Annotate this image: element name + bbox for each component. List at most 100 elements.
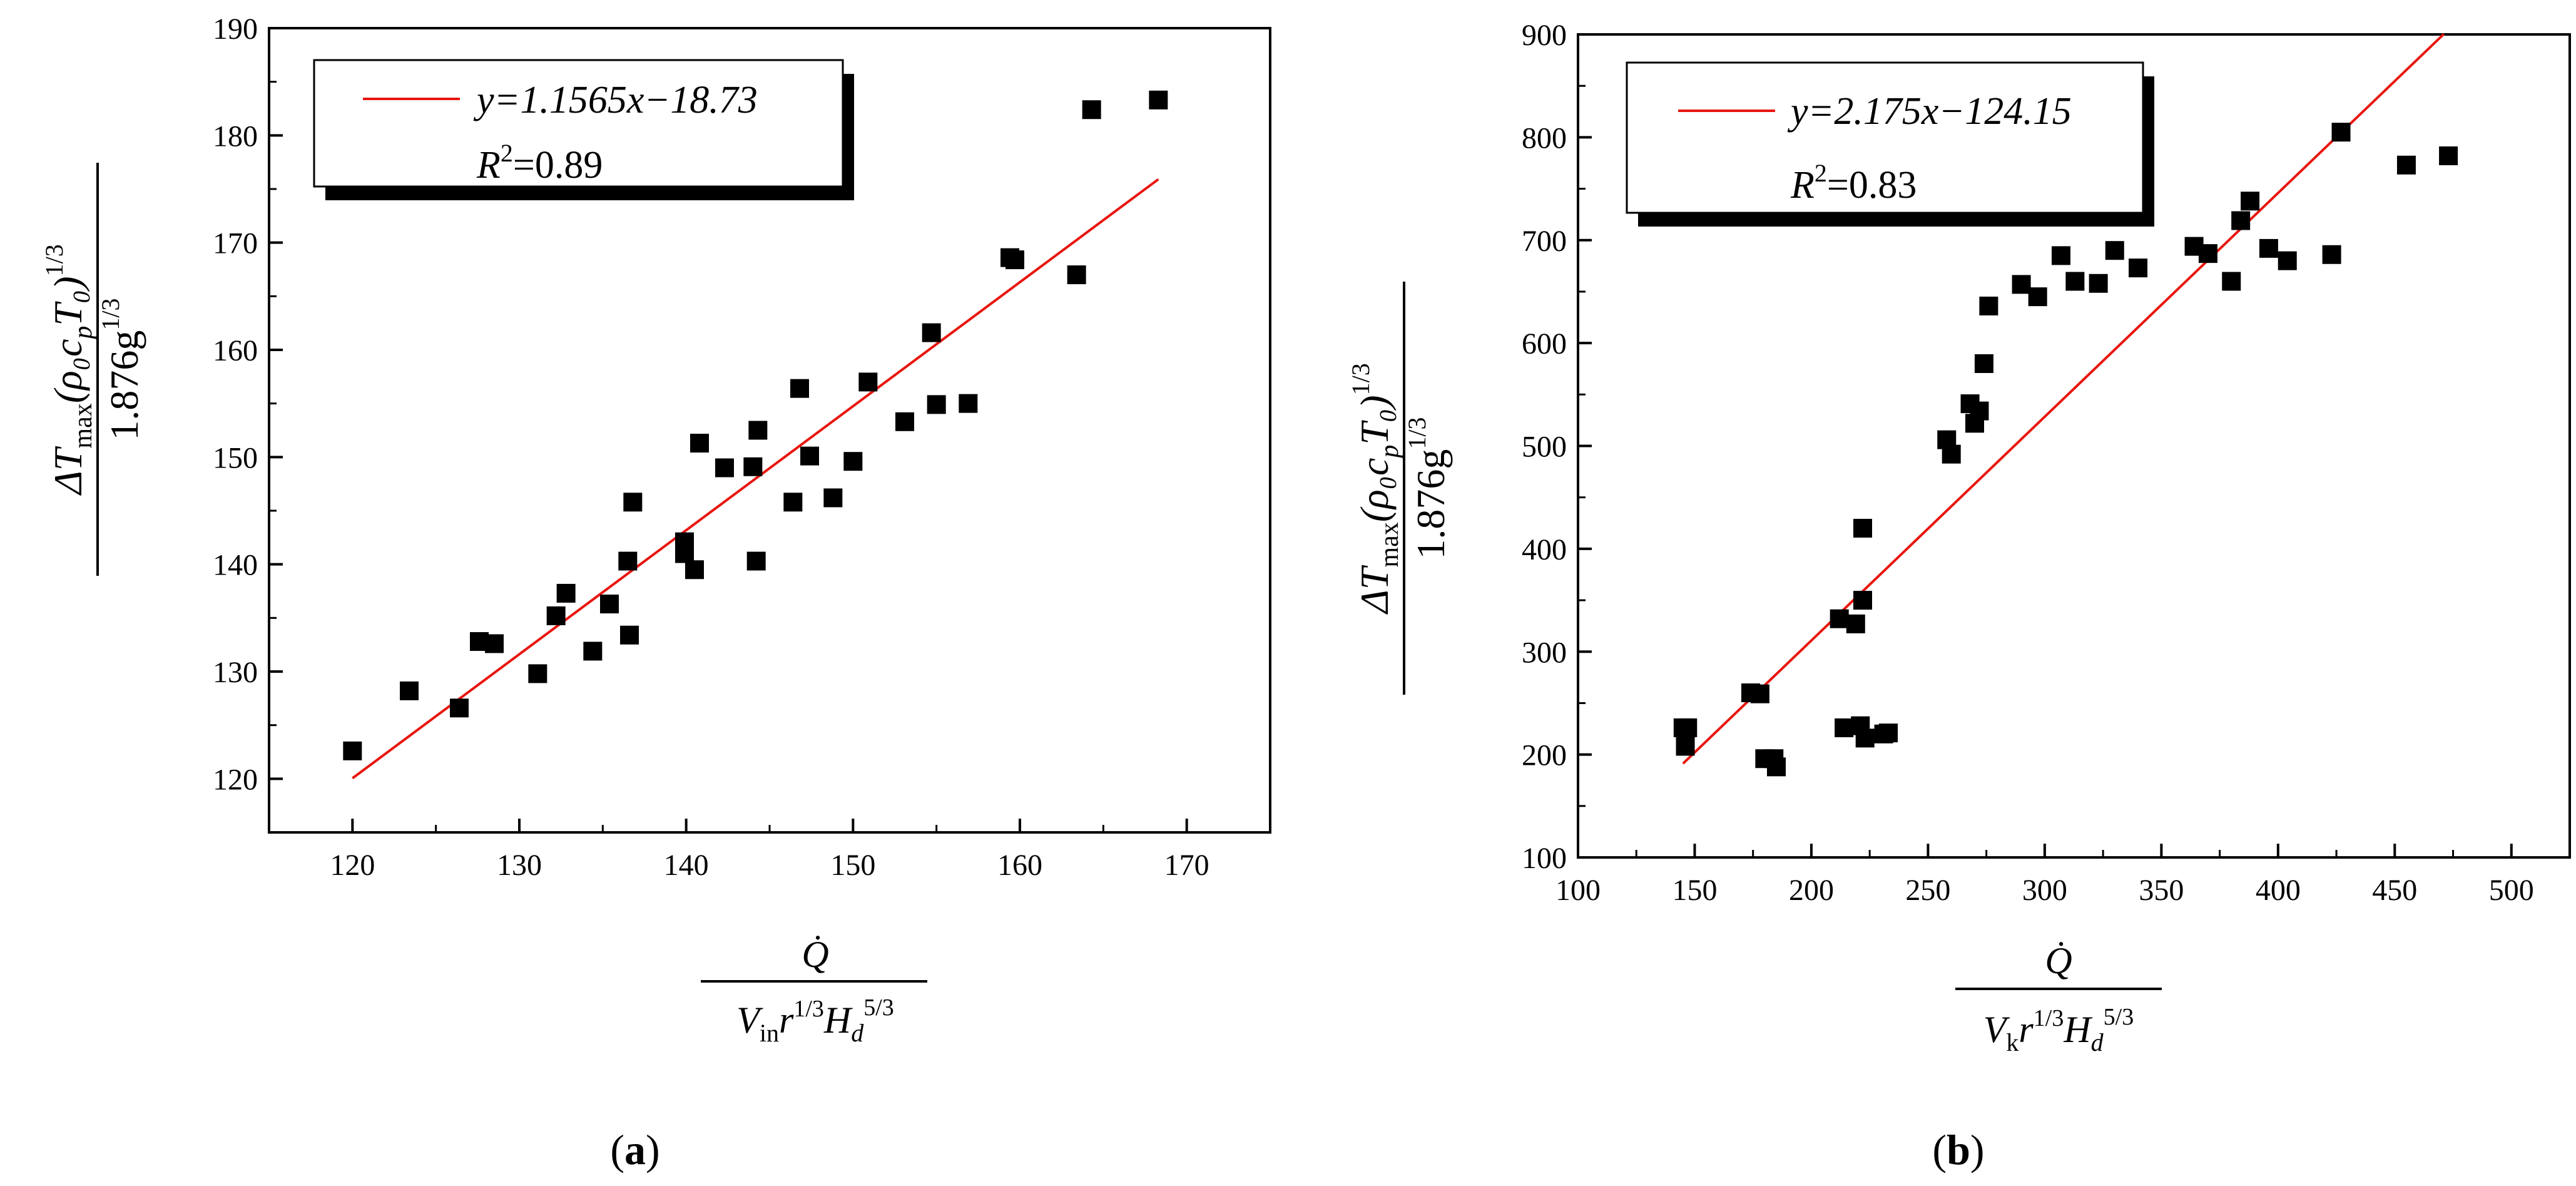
data-point xyxy=(2231,211,2251,230)
y-tick-label: 300 xyxy=(1522,636,1567,669)
data-point xyxy=(2089,273,2108,293)
data-point xyxy=(546,606,566,625)
y-tick-label: 170 xyxy=(213,227,258,260)
y-tick-label: 160 xyxy=(213,334,258,367)
data-point xyxy=(1855,728,1875,748)
y-tick-label: 180 xyxy=(213,120,258,153)
y-tick-label: 190 xyxy=(213,13,258,46)
data-point xyxy=(2396,155,2416,175)
x-label-numerator-a: Q̇ xyxy=(802,934,828,975)
data-point xyxy=(685,560,704,580)
y-label-numerator-b: ΔTmax(ρ₀cpT₀)1/3 xyxy=(1347,363,1404,615)
x-label-denominator-b: Vkr1/3Hd5/3 xyxy=(1983,1004,2134,1056)
data-point xyxy=(2051,246,2070,265)
data-point xyxy=(715,458,734,478)
x-tick-label: 250 xyxy=(1905,874,1950,907)
data-point xyxy=(528,664,547,683)
x-tick-label: 350 xyxy=(2139,874,2184,907)
data-point xyxy=(1879,723,1898,743)
data-point xyxy=(959,394,978,413)
x-tick-label: 160 xyxy=(997,849,1042,882)
data-point xyxy=(895,412,914,431)
fit-line-b xyxy=(1682,33,2445,765)
data-point xyxy=(1970,401,1989,421)
x-label-numerator-b: Q̇ xyxy=(2045,940,2072,981)
data-point xyxy=(450,698,469,718)
y-label-denominator-b: 1.876g1/3 xyxy=(1403,417,1453,559)
y-tick-label: 600 xyxy=(1522,327,1567,360)
y-axis-label-a: ΔTmax(ρ₀cpT₀)1/3 1.876g1/3 xyxy=(40,163,146,576)
x-tick-label: 500 xyxy=(2489,874,2534,907)
data-point xyxy=(2065,272,2085,291)
data-point xyxy=(2012,275,2031,294)
x-tick-label: 170 xyxy=(1164,849,1209,882)
data-point xyxy=(675,544,694,563)
x-tick-label: 300 xyxy=(2022,874,2067,907)
data-point xyxy=(623,493,643,512)
data-point xyxy=(600,595,619,614)
data-point xyxy=(1846,614,1865,633)
panel-label-b: (b) xyxy=(1932,1126,1984,1173)
y-tick-label: 120 xyxy=(213,763,258,796)
data-point xyxy=(823,488,843,508)
data-point xyxy=(1942,444,1961,464)
y-tick-label: 140 xyxy=(213,549,258,582)
data-point xyxy=(843,452,863,471)
data-point xyxy=(743,457,763,476)
y-label-denominator-a: 1.876g1/3 xyxy=(96,298,146,440)
x-label-denominator-a: Vinr1/3Hd5/3 xyxy=(736,994,894,1047)
data-point xyxy=(2105,241,2124,260)
legend-equation-a: y=1.1565x−18.73 xyxy=(473,79,758,121)
chart-panel-b: 100 150 200 250 300 350 400 450 500 100 200 300 400 5… xyxy=(1347,19,2571,1173)
fit-line-a xyxy=(352,178,1159,780)
data-point xyxy=(1979,296,1998,315)
data-point xyxy=(748,421,768,440)
legend-box-a xyxy=(313,59,844,188)
legend-a: y=1.1565x−18.73 R2=0.89 xyxy=(313,59,854,200)
data-point xyxy=(783,493,803,512)
data-point xyxy=(1830,609,1849,628)
x-axis-label-a: Q̇ Vinr1/3Hd5/3 xyxy=(701,934,927,1047)
data-point xyxy=(690,434,709,453)
x-tick-label: 100 xyxy=(1555,874,1601,907)
x-tick-label: 140 xyxy=(664,849,709,882)
data-point xyxy=(2028,287,2047,307)
data-point xyxy=(1149,90,1168,110)
data-point xyxy=(618,551,638,571)
data-point xyxy=(2439,146,2458,165)
data-point xyxy=(1750,684,1769,703)
data-point xyxy=(2278,251,2297,270)
axis-ticks-b: 100 150 200 250 300 350 400 450 500 100 200 300 400 5… xyxy=(1522,19,2534,907)
y-tick-label: 700 xyxy=(1522,225,1567,258)
data-point xyxy=(2322,245,2341,264)
x-tick-label: 150 xyxy=(1672,874,1717,907)
data-point xyxy=(1853,519,1872,538)
data-point xyxy=(858,372,878,392)
x-tick-label: 450 xyxy=(2372,874,2417,907)
data-point xyxy=(343,741,362,760)
legend-r2-a: R2=0.89 xyxy=(476,139,603,187)
data-points-a xyxy=(343,90,1168,760)
data-point xyxy=(2198,244,2217,263)
data-point xyxy=(485,634,504,653)
data-point xyxy=(1067,265,1086,285)
x-axis-label-b: Q̇ Vkr1/3Hd5/3 xyxy=(1955,940,2162,1056)
panel-label-a: (a) xyxy=(610,1126,659,1173)
data-point xyxy=(2222,272,2241,291)
x-tick-label: 150 xyxy=(830,849,875,882)
data-point xyxy=(2331,123,2351,142)
legend-box-b xyxy=(1626,61,2144,214)
y-tick-label: 800 xyxy=(1522,121,1567,155)
y-label-numerator-a: ΔTmax(ρ₀cpT₀)1/3 xyxy=(40,244,98,496)
y-tick-label: 200 xyxy=(1522,739,1567,772)
data-points-b xyxy=(1673,123,2458,777)
x-tick-label: 130 xyxy=(497,849,542,882)
data-point xyxy=(922,323,941,342)
x-tick-label: 200 xyxy=(1789,874,1834,907)
data-point xyxy=(2259,238,2278,258)
y-tick-label: 150 xyxy=(213,441,258,474)
data-point xyxy=(556,583,576,603)
y-tick-label: 100 xyxy=(1522,842,1567,875)
data-point xyxy=(2129,258,2148,278)
